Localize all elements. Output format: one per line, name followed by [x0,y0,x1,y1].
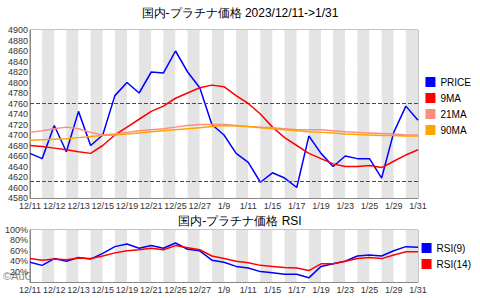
svg-text:100%: 100% [5,225,28,235]
svg-text:RSI(9): RSI(9) [437,243,466,254]
svg-text:1/19: 1/19 [312,201,330,211]
svg-text:12/13: 12/13 [67,285,90,295]
svg-text:12/19: 12/19 [116,285,139,295]
svg-text:1/23: 1/23 [336,201,354,211]
svg-text:1/11: 1/11 [240,201,257,211]
svg-text:12/11: 12/11 [19,285,41,295]
svg-text:12/13: 12/13 [67,201,90,211]
svg-text:4680: 4680 [8,141,28,151]
svg-text:1/15: 1/15 [264,285,282,295]
svg-text:4640: 4640 [8,162,28,172]
svg-text:12/25: 12/25 [164,201,187,211]
svg-text:12/21: 12/21 [140,201,163,211]
svg-text:90MA: 90MA [440,125,466,136]
svg-text:1/31: 1/31 [409,285,427,295]
svg-text:12/25: 12/25 [164,285,187,295]
svg-text:4820: 4820 [8,67,28,77]
svg-text:1/17: 1/17 [288,201,306,211]
svg-text:4580: 4580 [8,193,28,203]
svg-text:1/19: 1/19 [312,285,330,295]
svg-text:80%: 80% [10,235,28,245]
svg-text:9MA: 9MA [440,93,461,104]
svg-text:RSI(14): RSI(14) [437,259,471,270]
svg-text:12/12: 12/12 [43,285,66,295]
svg-text:12/15: 12/15 [91,201,114,211]
svg-text:20%: 20% [10,267,28,277]
svg-text:1/9: 1/9 [218,201,231,211]
svg-text:4700: 4700 [8,130,28,140]
svg-text:国内-プラチナ価格 RSI: 国内-プラチナ価格 RSI [178,214,301,228]
svg-text:12/12: 12/12 [43,201,66,211]
svg-text:1/25: 1/25 [361,201,379,211]
svg-text:4740: 4740 [8,109,28,119]
svg-text:12/11: 12/11 [19,201,41,211]
svg-text:4720: 4720 [8,120,28,130]
svg-text:12/21: 12/21 [140,285,163,295]
svg-text:12/15: 12/15 [91,285,114,295]
svg-text:40%: 40% [10,256,28,266]
svg-text:60%: 60% [10,246,28,256]
svg-text:4900: 4900 [8,25,28,35]
svg-text:4840: 4840 [8,57,28,67]
svg-text:1/17: 1/17 [288,285,306,295]
svg-text:1/23: 1/23 [336,285,354,295]
svg-text:1/29: 1/29 [385,285,403,295]
svg-text:1/9: 1/9 [218,285,231,295]
svg-text:1/15: 1/15 [264,201,282,211]
svg-text:4760: 4760 [8,99,28,109]
svg-text:4880: 4880 [8,36,28,46]
svg-text:4620: 4620 [8,172,28,182]
svg-text:4780: 4780 [8,88,28,98]
svg-text:1/29: 1/29 [385,201,403,211]
svg-text:4860: 4860 [8,46,28,56]
svg-text:21MA: 21MA [440,109,466,120]
svg-text:4800: 4800 [8,78,28,88]
svg-text:PRICE: PRICE [440,77,471,88]
svg-text:4600: 4600 [8,183,28,193]
svg-text:12/19: 12/19 [116,201,139,211]
svg-text:国内-プラチナ価格 2023/12/11->1/31: 国内-プラチナ価格 2023/12/11->1/31 [142,6,339,20]
svg-text:1/25: 1/25 [361,285,379,295]
svg-text:12/27: 12/27 [188,201,211,211]
svg-text:4660: 4660 [8,151,28,161]
svg-text:1/11: 1/11 [240,285,257,295]
svg-text:1/31: 1/31 [409,201,427,211]
svg-text:12/27: 12/27 [188,285,211,295]
